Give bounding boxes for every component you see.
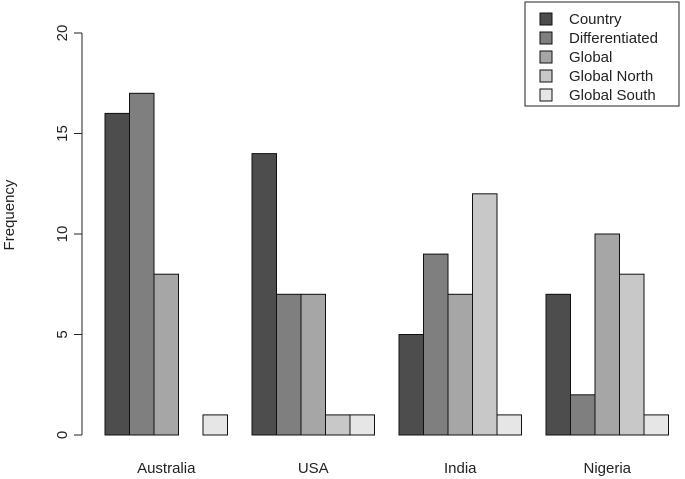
legend-label: Global [569, 49, 612, 66]
bar-usa-global-north [325, 414, 351, 436]
bar-nigeria-global [594, 233, 620, 436]
legend-label: Country [569, 11, 622, 28]
category-labels: Australia USA India Nigeria [137, 460, 632, 477]
bar-group-usa [251, 153, 375, 436]
bar-usa-global-south [349, 414, 375, 436]
bar-nigeria-country [545, 293, 571, 436]
category-label: Nigeria [583, 460, 631, 477]
bar-usa-country [251, 153, 277, 436]
bar-australia-differentiated [129, 92, 155, 436]
legend-label: Global South [569, 87, 656, 104]
category-label: Australia [137, 460, 196, 477]
y-tick-label: 15 [54, 125, 71, 142]
bar-usa-differentiated [276, 293, 302, 436]
bar-australia-country [104, 112, 130, 436]
bar-india-global-north [472, 193, 498, 436]
y-tick-label: 5 [54, 330, 71, 338]
legend: Country Differentiated Global Global North G… [524, 1, 680, 107]
bar-group-nigeria [545, 233, 669, 436]
bar-groups [104, 92, 669, 436]
category-label: USA [298, 460, 329, 477]
bar-nigeria-differentiated [570, 394, 596, 436]
bar-australia-global-south [202, 414, 228, 436]
bar-australia-global [153, 273, 179, 436]
legend-swatch [539, 12, 553, 26]
legend-label: Global North [569, 68, 653, 85]
bar-nigeria-global-south [643, 414, 669, 436]
bar-usa-global [300, 293, 326, 436]
y-tick-label: 10 [54, 226, 71, 243]
category-label: India [444, 460, 477, 477]
legend-swatch [539, 88, 553, 102]
y-tick-label: 20 [54, 25, 71, 42]
y-tick-label: 0 [54, 431, 71, 439]
legend-swatch [539, 31, 553, 45]
bar-india-differentiated [423, 253, 449, 436]
legend-swatch [539, 50, 553, 64]
y-axis-title: Frequency [1, 179, 18, 250]
bar-group-india [398, 193, 522, 436]
bar-india-global-south [496, 414, 522, 436]
bar-india-country [398, 334, 424, 436]
legend-swatch [539, 69, 553, 83]
legend-label: Differentiated [569, 30, 658, 47]
bar-nigeria-global-north [619, 273, 645, 436]
y-axis: 0 5 10 15 20 [54, 25, 83, 439]
bar-group-australia [104, 92, 228, 436]
bar-india-global [447, 293, 473, 436]
